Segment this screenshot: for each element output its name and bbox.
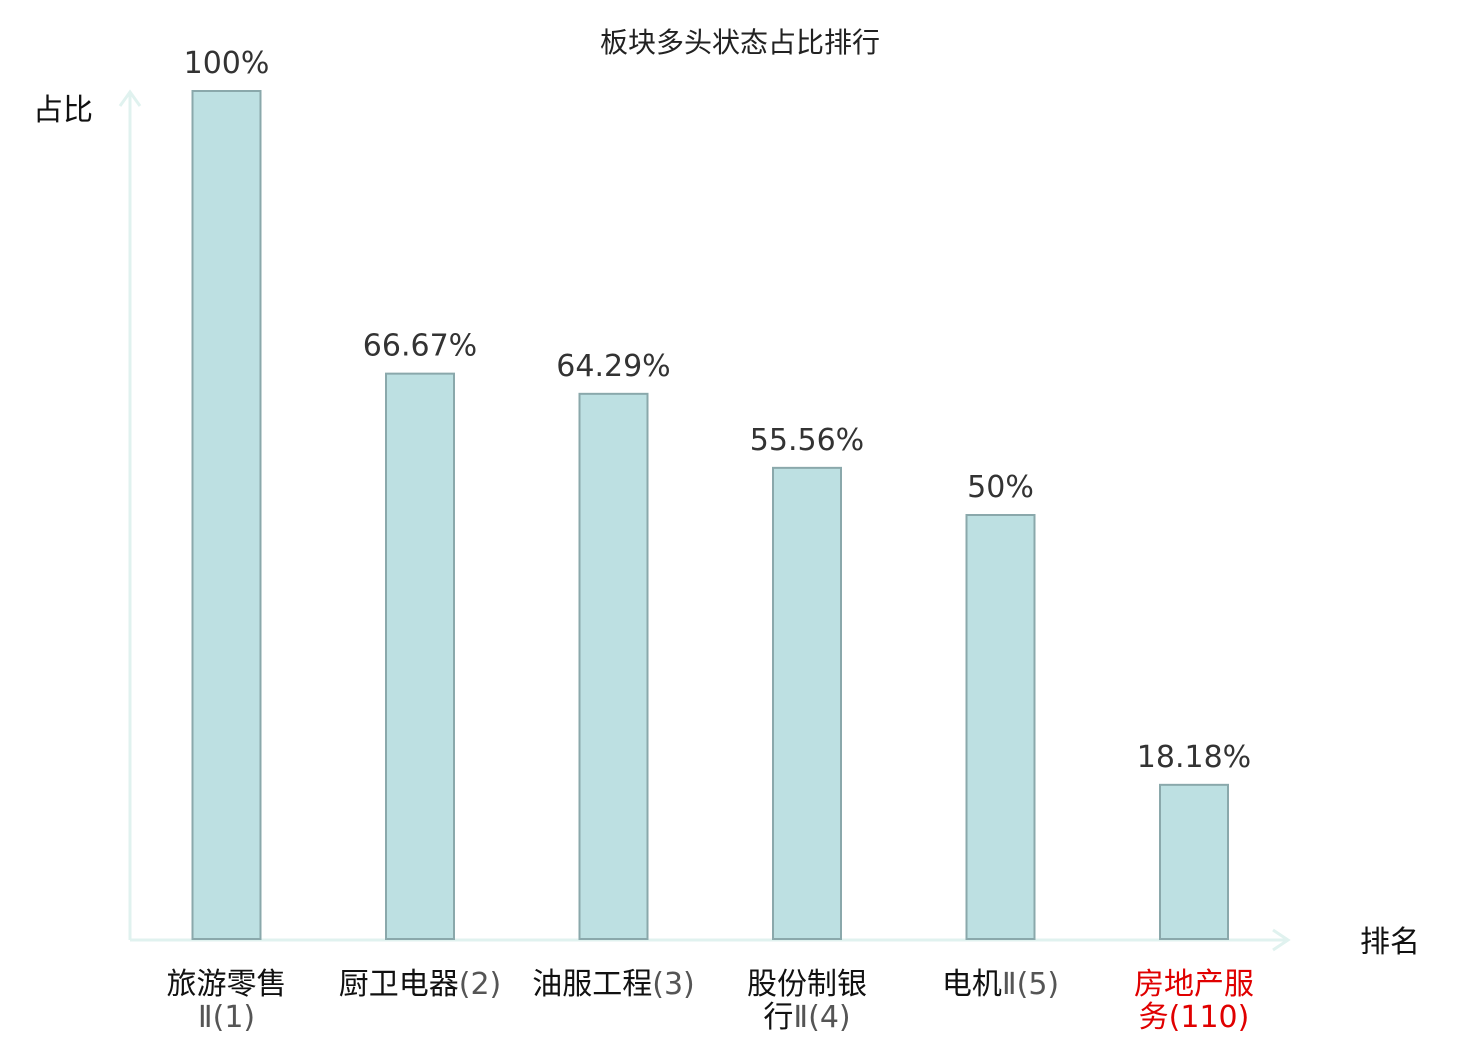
bar-6 [1159,783,1229,941]
bar-2 [385,372,455,940]
category-rank: Ⅱ(1) [198,1000,255,1035]
category-name: 务 [1139,1000,1169,1035]
bar-5 [965,514,1036,940]
category-name: 房地产服 [1134,967,1254,1002]
value-label-2: 66.67% [363,329,477,364]
y-axis-label: 占比 [33,93,93,128]
category-label-5-line-1: 电机Ⅱ(5) [942,967,1059,1002]
bar-3 [578,392,649,940]
category-label-3-line-1: 油服工程(3) [532,967,695,1002]
category-rank: Ⅱ(4) [793,1000,850,1035]
value-label-4: 55.56% [750,423,864,458]
value-label-1: 100% [184,46,270,81]
category-rank: (2) [459,967,502,1002]
category-name: 旅游零售 [167,967,287,1002]
bar-4 [772,466,842,940]
category-label-4-line-1: 股份制银 [747,967,867,1002]
category-name: 股份制银 [747,967,867,1002]
category-name: 行 [763,1000,793,1035]
value-label-5: 50% [967,470,1034,505]
value-label-3: 64.29% [556,349,670,384]
bar-group [191,90,1229,941]
y-axis-arrow [118,89,142,107]
chart-title: 板块多头状态占比排行 [600,26,880,59]
category-label-6-line-1: 房地产服 [1134,967,1254,1002]
x-axis-label: 排名 [1360,925,1420,960]
category-label-1-line-1: 旅游零售 [167,967,287,1002]
bar-1 [191,90,262,940]
category-name: 厨卫电器 [339,967,459,1002]
x-axis-arrow [1272,928,1291,952]
category-label-4-line-2: 行Ⅱ(4) [763,1000,850,1035]
category-name: 油服工程 [532,967,652,1002]
category-label-1-line-2: Ⅱ(1) [198,1000,255,1035]
category-rank: (110) [1169,1000,1250,1035]
category-label-2-line-1: 厨卫电器(2) [339,967,502,1002]
value-label-6: 18.18% [1137,740,1251,775]
category-rank: (3) [652,967,695,1002]
category-rank: Ⅱ(5) [1002,967,1059,1002]
value-label-group: 100% 66.67% 64.29% 55.56% 50% 18.18% [184,46,1252,775]
category-label-6-line-2: 务(110) [1139,1000,1250,1035]
category-name: 电机 [942,967,1002,1002]
